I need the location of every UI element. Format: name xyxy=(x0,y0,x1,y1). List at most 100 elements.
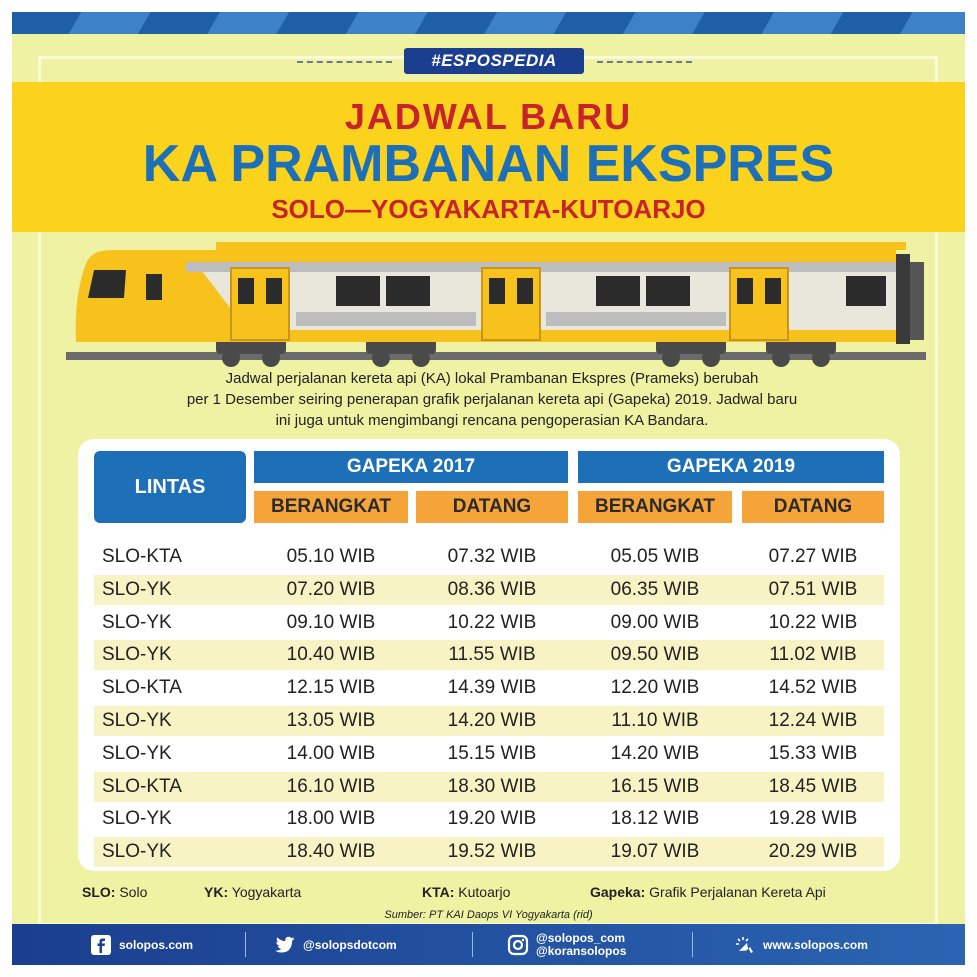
time-cell-arr2017: 15.15 WIB xyxy=(447,742,537,764)
footer-divider xyxy=(692,932,693,957)
time-cell-arr2019: 11.02 WIB xyxy=(769,644,857,666)
cursor-click-icon xyxy=(734,934,756,956)
legend: SLO: Solo YK: Yogyakarta KTA: Kutoarjo G… xyxy=(82,884,912,904)
route-cell: SLO-KTA xyxy=(102,677,182,699)
website-label: www.solopos.com xyxy=(763,937,868,952)
footer-divider xyxy=(245,932,246,957)
time-cell-dep2019: 11.10 WIB xyxy=(611,710,699,731)
table-row: SLO-KTA 12.15 WIB 14.39 WIB 12.20 WIB 14.52 … xyxy=(94,673,884,703)
time-cell-arr2019: 18.45 WIB xyxy=(768,775,858,797)
route-cell: SLO-YK xyxy=(102,841,172,863)
time-cell-dep2017: 07.20 WIB xyxy=(286,578,376,600)
time-cell-arr2019: 12.24 WIB xyxy=(768,710,858,731)
route-cell: SLO-YK xyxy=(102,644,172,666)
time-cell-dep2019: 12.20 WIB xyxy=(610,677,700,699)
time-cell-dep2019: 06.35 WIB xyxy=(610,578,700,600)
time-cell-dep2017: 16.10 WIB xyxy=(286,775,376,797)
route-cell: SLO-YK xyxy=(102,578,172,600)
instagram-labels: @solopos_com @koransolopos xyxy=(536,930,627,958)
time-cell-dep2019: 09.50 WIB xyxy=(610,644,700,666)
facebook-icon xyxy=(90,934,112,956)
route-cell: SLO-KTA xyxy=(102,546,182,567)
table-row: SLO-YK 14.00 WIB 15.15 WIB 14.20 WIB 15.33 W… xyxy=(94,739,884,769)
train-illustration xyxy=(66,242,926,367)
time-cell-arr2019: 15.33 WIB xyxy=(768,742,858,764)
instagram-label-1: @solopos_com xyxy=(536,930,626,945)
table-row: SLO-YK 18.00 WIB 19.20 WIB 18.12 WIB 19.28 W… xyxy=(94,804,884,834)
time-cell-dep2017: 18.00 WIB xyxy=(286,808,376,830)
time-cell-dep2019: 18.12 WIB xyxy=(610,808,700,830)
route-cell: SLO-KTA xyxy=(102,775,182,797)
footer-facebook[interactable]: solopos.com xyxy=(90,924,193,965)
twitter-icon xyxy=(274,934,296,956)
footer-twitter[interactable]: @solopsdotcom xyxy=(274,924,397,965)
tag-dash-left xyxy=(297,61,392,63)
table-row: SLO-YK 09.10 WIB 10.22 WIB 09.00 WIB 10.22 W… xyxy=(94,608,884,638)
table-row: SLO-KTA 16.10 WIB 18.30 WIB 16.15 WIB 18.45 … xyxy=(94,771,884,802)
footer-instagram[interactable]: @solopos_com @koransolopos xyxy=(507,924,626,965)
route-cell: SLO-YK xyxy=(102,742,172,764)
time-cell-arr2019: 14.52 WIB xyxy=(768,677,858,699)
time-cell-dep2017: 12.15 WIB xyxy=(286,677,376,699)
footer-divider xyxy=(472,932,473,957)
footer: solopos.com @solopsdotcom @solopos_com @… xyxy=(12,924,965,965)
top-stripe xyxy=(12,12,965,34)
time-cell-arr2017: 14.20 WIB xyxy=(447,710,537,731)
header-berangkat-2017: BERANGKAT xyxy=(254,491,408,523)
time-cell-dep2017: 09.10 WIB xyxy=(286,611,376,633)
time-cell-dep2019: 05.05 WIB xyxy=(610,546,700,567)
time-cell-dep2017: 13.05 WIB xyxy=(286,710,376,731)
title-band: JADWAL BARU KA PRAMBANAN EKSPRES SOLO—YO… xyxy=(12,82,965,232)
time-cell-dep2017: 14.00 WIB xyxy=(286,742,376,764)
time-cell-dep2017: 10.40 WIB xyxy=(286,644,376,666)
time-cell-arr2017: 07.32 WIB xyxy=(447,546,537,567)
header-gapeka-2019: GAPEKA 2019 xyxy=(578,451,884,483)
header-datang-2019: DATANG xyxy=(742,491,884,523)
description-line-2: per 1 Desember seiring penerapan grafik … xyxy=(186,391,798,408)
header-lintas: LINTAS xyxy=(94,451,246,523)
table-row: SLO-YK 10.40 WIB 11.55 WIB 09.50 WIB 11.02 W… xyxy=(94,640,884,671)
title-line-1: JADWAL BARU xyxy=(344,96,633,137)
footer-website[interactable]: www.solopos.com xyxy=(734,924,868,965)
title-line-3: SOLO—YOGYAKARTA-KUTOARJO xyxy=(271,194,706,224)
route-cell: SLO-YK xyxy=(102,808,172,830)
facebook-label: solopos.com xyxy=(119,937,194,952)
time-cell-dep2017: 05.10 WIB xyxy=(286,546,376,567)
description-line-3: ini juga untuk mengimbangi rencana pengo… xyxy=(275,412,709,429)
legend-kta: KTA: Kutoarjo xyxy=(422,884,511,900)
time-cell-arr2019: 20.29 WIB xyxy=(768,841,858,863)
time-cell-arr2017: 08.36 WIB xyxy=(447,578,537,600)
time-cell-dep2017: 18.40 WIB xyxy=(286,841,376,863)
time-cell-dep2019: 16.15 WIB xyxy=(610,775,700,797)
source-note: Sumber: PT KAI Daops VI Yogyakarta (rid) xyxy=(384,909,593,921)
table-row: SLO-YK 07.20 WIB 08.36 WIB 06.35 WIB 07.51 W… xyxy=(94,574,884,605)
legend-slo: SLO: Solo xyxy=(82,884,148,900)
twitter-label: @solopsdotcom xyxy=(303,937,397,952)
route-cell: SLO-YK xyxy=(102,710,172,731)
time-cell-arr2019: 10.22 WIB xyxy=(768,611,858,633)
instagram-label-2: @koransolopos xyxy=(536,943,627,958)
header-datang-2017: DATANG xyxy=(416,491,568,523)
instagram-icon xyxy=(507,934,529,956)
header-berangkat-2019: BERANGKAT xyxy=(578,491,732,523)
time-cell-arr2017: 19.52 WIB xyxy=(447,841,537,863)
tag-dash-right xyxy=(597,61,692,63)
description: Jadwal perjalanan kereta api (KA) lokal … xyxy=(82,368,902,431)
time-cell-arr2017: 10.22 WIB xyxy=(447,611,537,633)
esposedia-tag: #ESPOSPEDIA xyxy=(404,48,584,74)
time-cell-arr2019: 19.28 WIB xyxy=(768,808,858,830)
legend-gapeka: Gapeka: Grafik Perjalanan Kereta Api xyxy=(590,884,826,900)
time-cell-arr2017: 19.20 WIB xyxy=(447,808,537,830)
time-cell-arr2017: 14.39 WIB xyxy=(447,677,537,699)
time-cell-arr2017: 18.30 WIB xyxy=(447,775,537,797)
header-gapeka-2017: GAPEKA 2017 xyxy=(254,451,568,483)
table-row: SLO-YK 13.05 WIB 14.20 WIB 11.10 WIB 12.24 W… xyxy=(94,706,884,736)
time-cell-dep2019: 09.00 WIB xyxy=(610,611,700,633)
tag-row: #ESPOSPEDIA xyxy=(12,48,965,74)
time-cell-dep2019: 14.20 WIB xyxy=(610,742,700,764)
table-row: SLO-YK 18.40 WIB 19.52 WIB 19.07 WIB 20.29 W… xyxy=(94,837,884,868)
legend-yk: YK: Yogyakarta xyxy=(204,884,302,900)
time-cell-dep2019: 19.07 WIB xyxy=(610,841,700,863)
table-row: SLO-KTA 05.10 WIB 07.32 WIB 05.05 WIB 07.27 … xyxy=(94,542,884,572)
description-line-1: Jadwal perjalanan kereta api (KA) lokal … xyxy=(225,370,759,387)
